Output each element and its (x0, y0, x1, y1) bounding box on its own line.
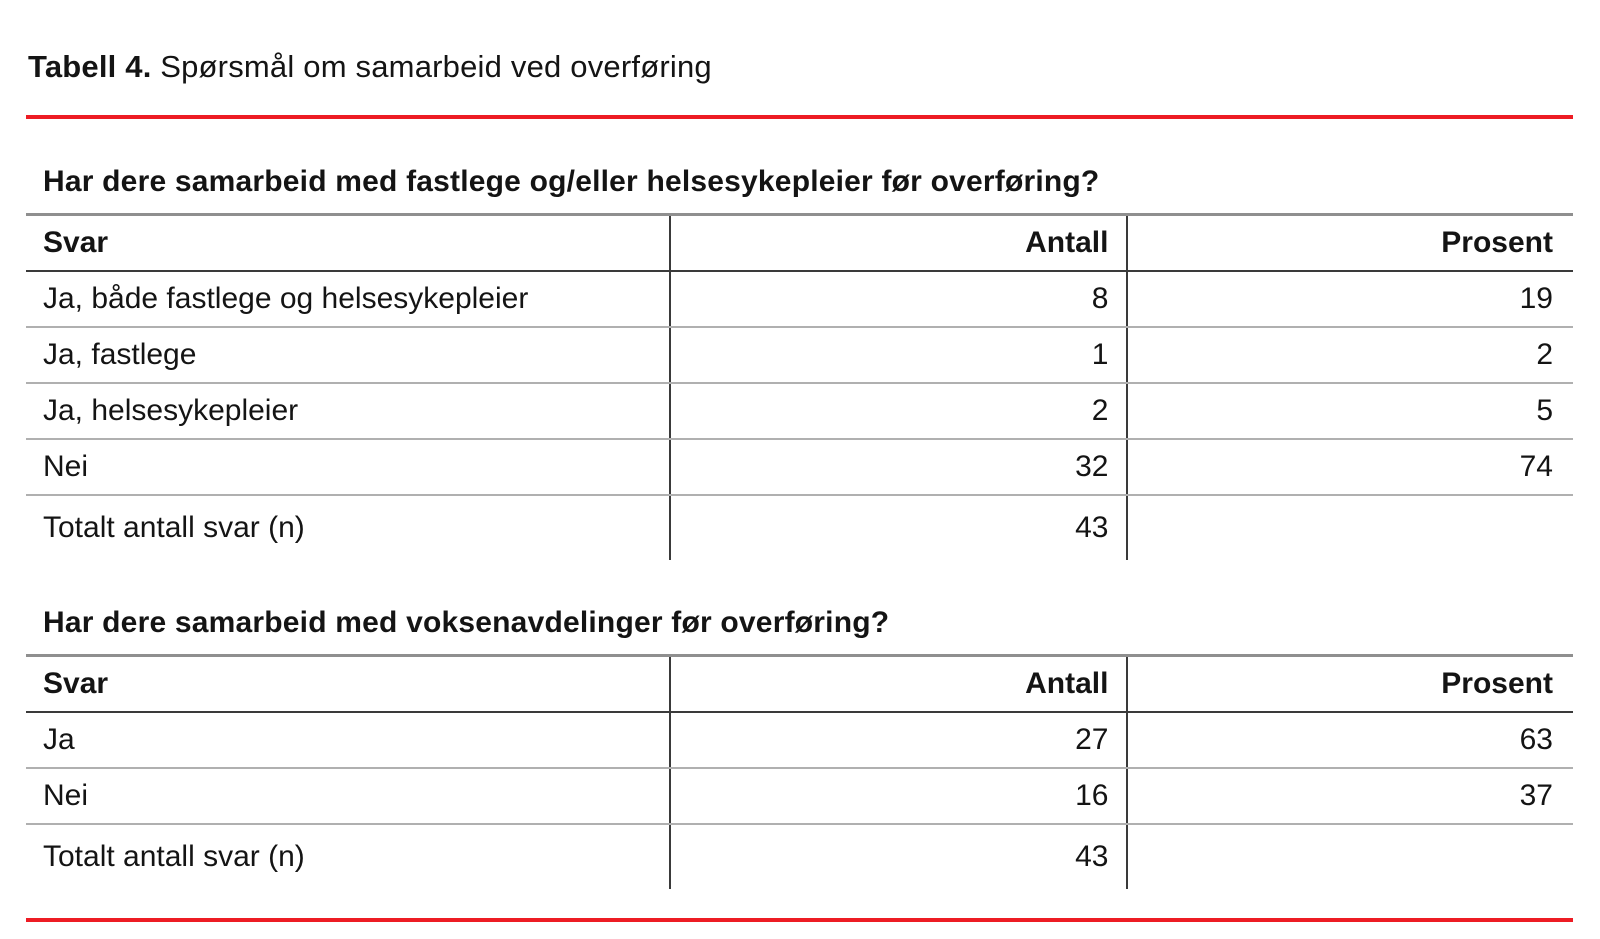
cell-antall: 43 (669, 495, 1129, 560)
cell-svar: Ja, både fastlege og helsesykepleier (26, 271, 671, 328)
column-header-antall: Antall (669, 655, 1129, 713)
table-row: Ja, helsesykepleier 2 5 (26, 383, 1573, 440)
table-2-header-row: Svar Antall Prosent (26, 655, 1573, 713)
cell-antall: 16 (669, 768, 1129, 825)
cell-svar: Ja, helsesykepleier (26, 383, 671, 440)
cell-prosent: 2 (1127, 327, 1573, 384)
cell-prosent (1127, 824, 1573, 889)
cell-antall: 8 (669, 271, 1129, 328)
column-header-svar: Svar (26, 655, 671, 713)
data-table-2: Svar Antall Prosent Ja 27 63 Nei 16 37 T… (26, 654, 1573, 889)
table-caption-text: Spørsmål om samarbeid ved overføring (160, 49, 712, 84)
table-row: Ja, både fastlege og helsesykepleier 8 1… (26, 271, 1573, 328)
question-block-2: Har dere samarbeid med voksenavdelinger … (26, 604, 1573, 889)
question-heading-1: Har dere samarbeid med fastlege og/eller… (43, 165, 1100, 198)
column-header-antall: Antall (669, 214, 1129, 272)
cell-prosent: 19 (1127, 271, 1573, 328)
table-row: Ja, fastlege 1 2 (26, 327, 1573, 384)
cell-svar: Nei (26, 439, 671, 496)
table-row: Nei 32 74 (26, 439, 1573, 496)
cell-svar: Ja (26, 712, 671, 769)
cell-prosent: 63 (1127, 712, 1573, 769)
cell-svar: Nei (26, 768, 671, 825)
cell-prosent: 74 (1127, 439, 1573, 496)
cell-antall: 43 (669, 824, 1129, 889)
cell-antall: 27 (669, 712, 1129, 769)
cell-antall: 1 (669, 327, 1129, 384)
cell-prosent: 5 (1127, 383, 1573, 440)
column-header-prosent: Prosent (1127, 655, 1573, 713)
table-caption-number: Tabell 4. (28, 49, 152, 84)
column-header-prosent: Prosent (1127, 214, 1573, 272)
table-caption: Tabell 4. Spørsmål om samarbeid ved overf… (28, 47, 1573, 86)
table-total-row: Totalt antall svar (n) 43 (26, 824, 1573, 889)
question-block-1: Har dere samarbeid med fastlege og/eller… (26, 163, 1573, 560)
cell-antall: 2 (669, 383, 1129, 440)
table-total-row: Totalt antall svar (n) 43 (26, 495, 1573, 560)
red-divider-bottom (26, 918, 1573, 922)
table-row: Ja 27 63 (26, 712, 1573, 769)
cell-prosent: 37 (1127, 768, 1573, 825)
question-heading-2: Har dere samarbeid med voksenavdelinger … (43, 606, 890, 639)
table-1-header-row: Svar Antall Prosent (26, 214, 1573, 272)
table-row: Nei 16 37 (26, 768, 1573, 825)
red-divider-top (26, 115, 1573, 119)
cell-antall: 32 (669, 439, 1129, 496)
cell-svar: Totalt antall svar (n) (26, 824, 671, 889)
cell-svar: Ja, fastlege (26, 327, 671, 384)
cell-svar: Totalt antall svar (n) (26, 495, 671, 560)
column-header-svar: Svar (26, 214, 671, 272)
cell-prosent (1127, 495, 1573, 560)
data-table-1: Svar Antall Prosent Ja, både fastlege og… (26, 213, 1573, 560)
